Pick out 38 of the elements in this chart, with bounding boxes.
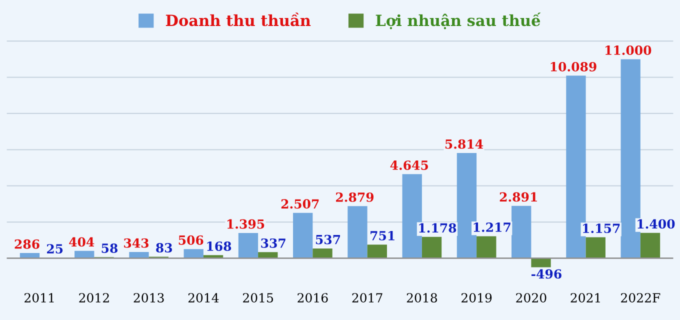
data-label: 1.217 [474, 222, 510, 232]
data-label: 2.891 [500, 192, 537, 202]
legend-label: Doanh thu thuần [166, 12, 311, 26]
data-label: 83 [156, 243, 172, 252]
x-tick-label: 2017 [352, 293, 382, 303]
data-label: 337 [261, 238, 286, 248]
legend-label: Lợi nhuận sau thuế [376, 12, 541, 30]
x-tick-label: 2012 [79, 293, 109, 303]
data-label: 11.000 [605, 46, 652, 55]
x-tick-label: 2016 [298, 293, 328, 303]
x-tick-label: 2020 [516, 293, 546, 303]
data-label: 537 [316, 234, 340, 244]
data-label: 286 [14, 239, 40, 249]
data-label: 168 [207, 242, 232, 251]
x-tick-label: 2018 [406, 293, 437, 303]
data-label: 404 [69, 237, 94, 247]
data-label: 343 [124, 238, 149, 248]
data-label: -496 [532, 269, 562, 279]
x-tick-label: 2021 [570, 293, 600, 303]
data-label: 58 [102, 243, 118, 253]
x-tick-label: 2015 [243, 293, 274, 303]
data-label: 1.178 [419, 223, 456, 233]
data-label: 5.814 [445, 139, 484, 149]
data-label: 2.507 [281, 199, 319, 209]
x-tick-label: 2014 [188, 293, 219, 303]
data-label: 2.879 [336, 192, 374, 202]
data-label: 1.395 [227, 219, 264, 229]
data-label: 1.157 [583, 224, 620, 234]
data-label: 751 [370, 230, 394, 240]
data-label: 1.400 [638, 219, 675, 229]
x-tick-label: 2011 [24, 293, 54, 303]
data-label: 10.089 [550, 62, 596, 72]
x-tick-label: 2022F [621, 293, 660, 303]
data-label: 506 [178, 235, 204, 245]
x-tick-label: 2019 [462, 293, 492, 303]
x-tick-label: 2013 [134, 293, 164, 303]
data-label: 4.645 [390, 160, 428, 170]
data-label: 25 [47, 244, 63, 254]
